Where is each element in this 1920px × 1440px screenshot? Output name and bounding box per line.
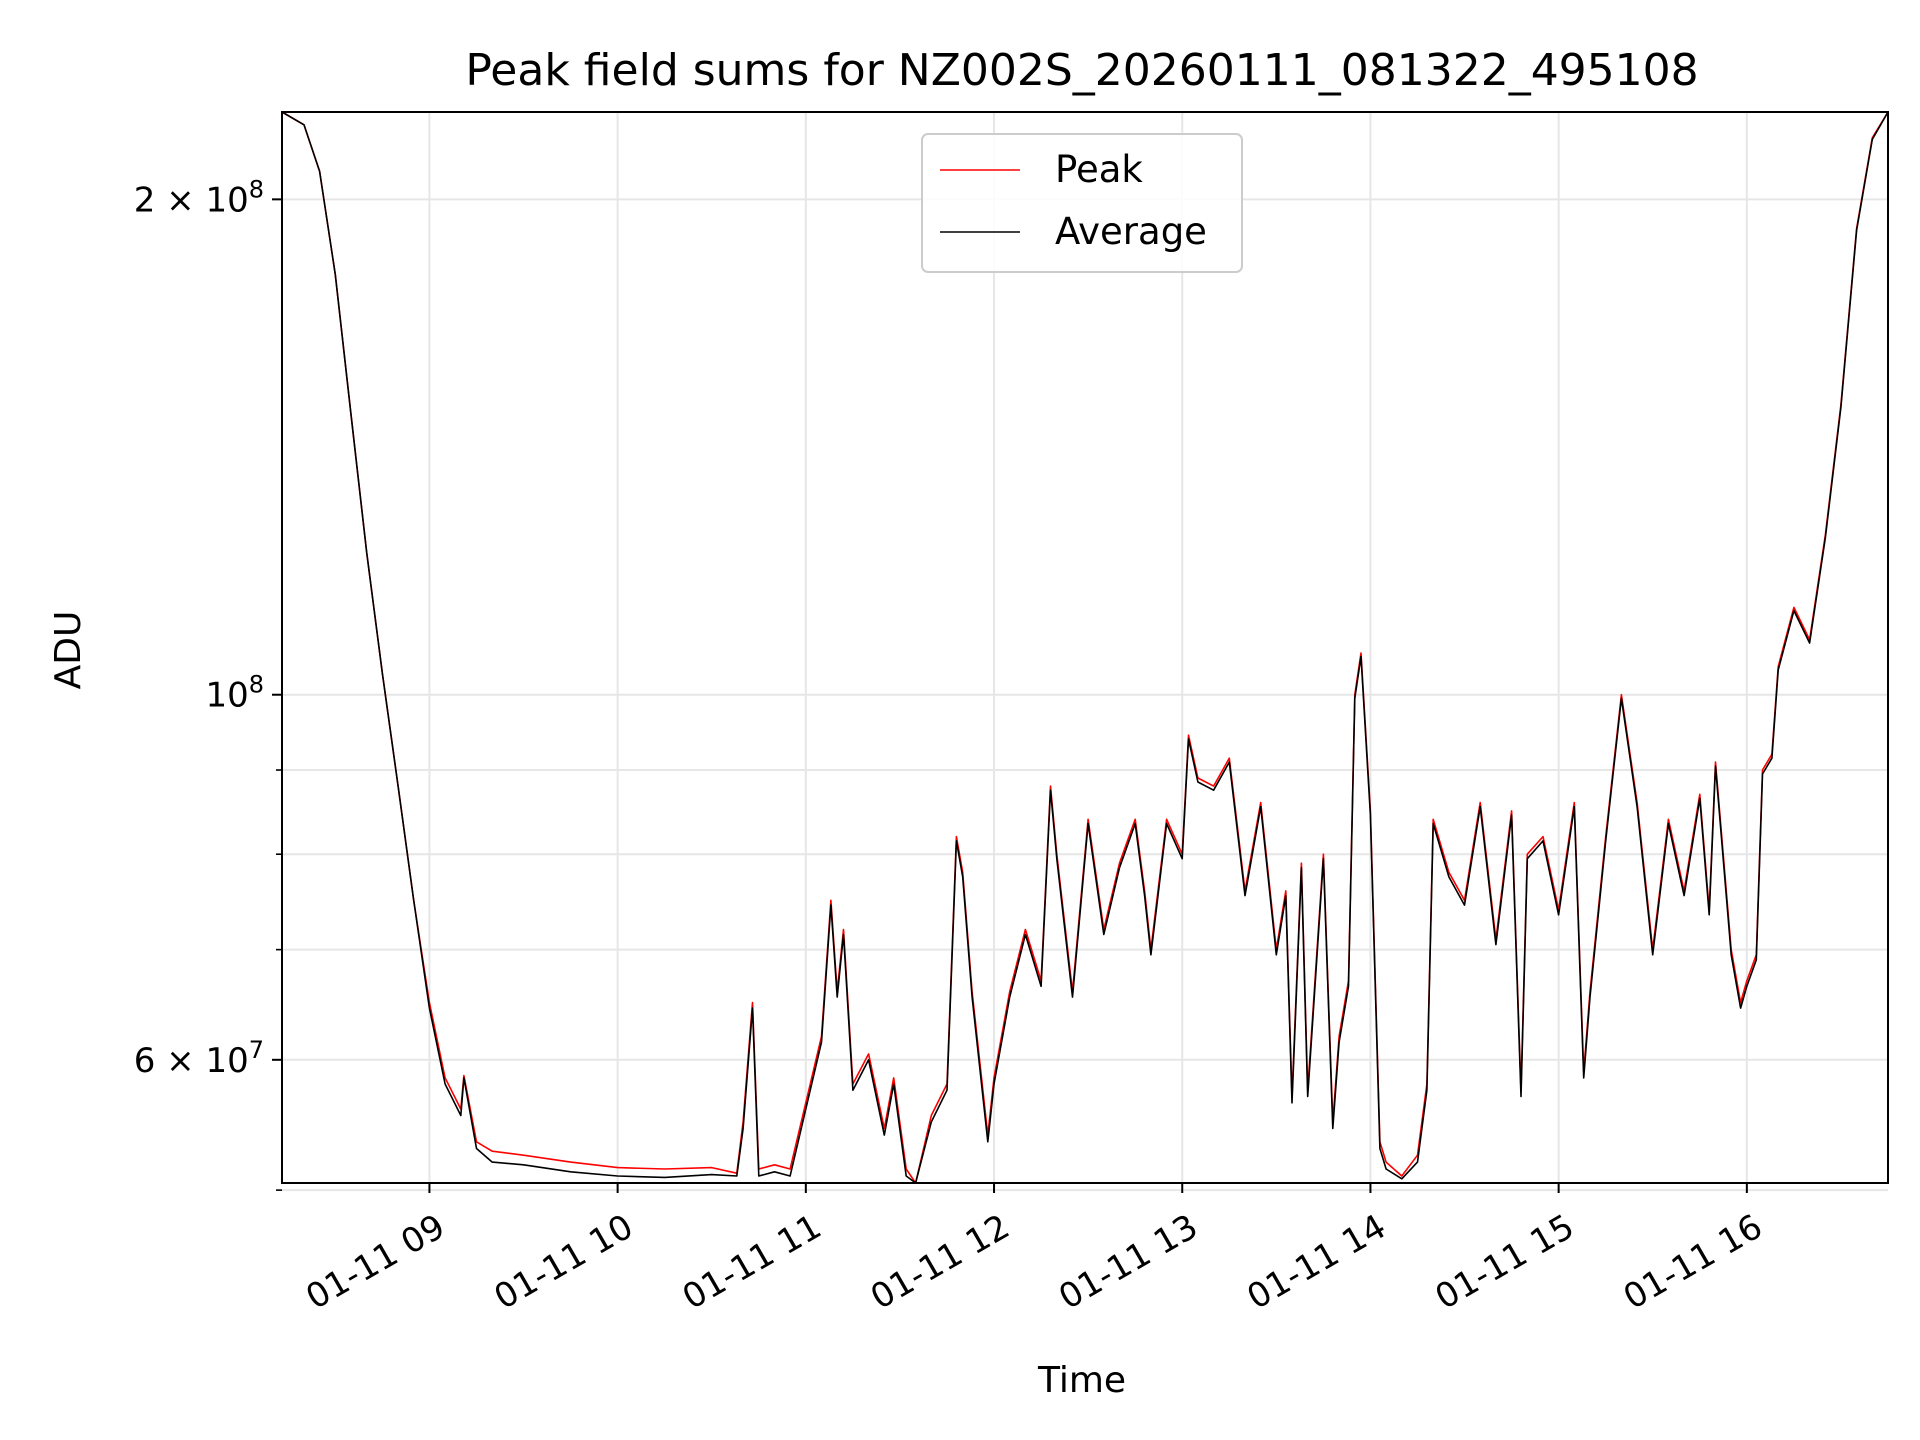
legend-box bbox=[921, 133, 1243, 273]
chart-title: Peak field sums for NZ002S_20260111_0813… bbox=[465, 45, 1698, 96]
y-axis-label: ADU bbox=[48, 611, 89, 690]
y-tick-label: 108 bbox=[205, 671, 264, 716]
x-axis-label: Time bbox=[1037, 1360, 1126, 1401]
series-layer bbox=[281, 111, 1889, 1184]
y-tick-label: 2 × 108 bbox=[134, 175, 264, 220]
grid-lines bbox=[282, 112, 1888, 1192]
axes bbox=[281, 111, 1889, 1184]
legend: Peak Average bbox=[921, 133, 1243, 273]
legend-peak-label: Peak bbox=[1055, 148, 1143, 191]
y-tick-label: 6 × 107 bbox=[134, 1036, 264, 1081]
average-series-line bbox=[281, 111, 1889, 1184]
legend-average-label: Average bbox=[1055, 210, 1207, 253]
y-axis-ticks: 2 × 108 108 6 × 107 bbox=[134, 175, 282, 1191]
plot-frame bbox=[281, 111, 1889, 1184]
